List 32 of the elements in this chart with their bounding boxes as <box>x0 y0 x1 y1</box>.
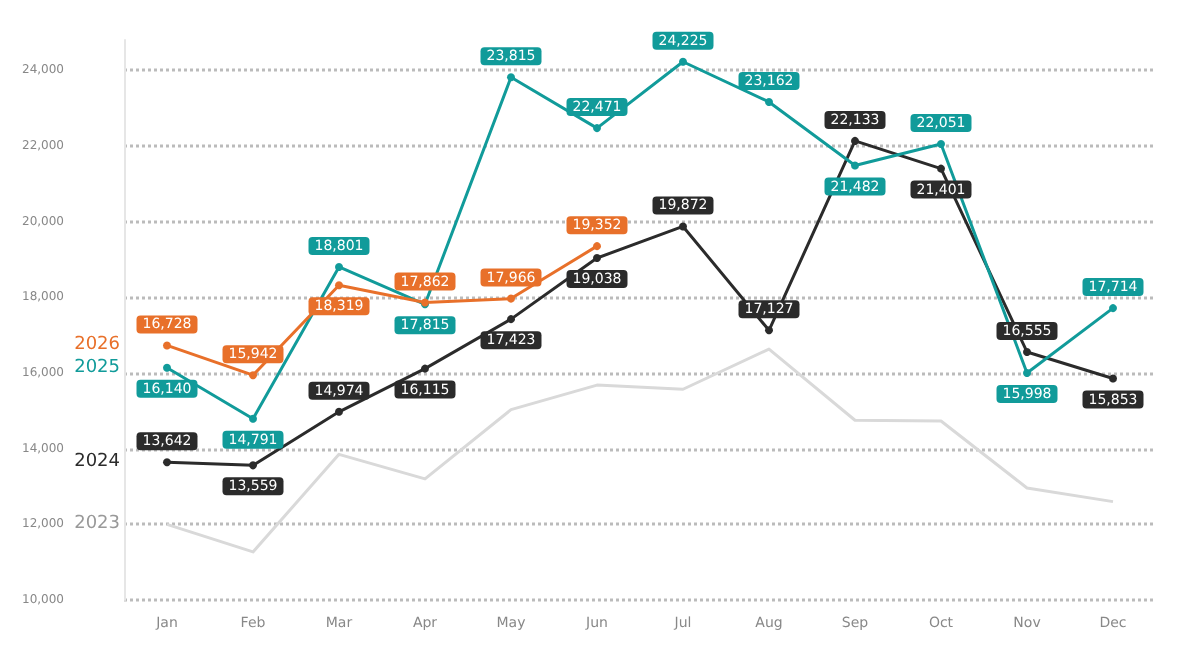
point <box>679 222 687 231</box>
point <box>1109 304 1117 313</box>
point <box>765 326 773 335</box>
point <box>593 254 601 263</box>
point <box>679 57 687 66</box>
point <box>163 458 171 467</box>
text: 2024 <box>74 452 121 473</box>
point <box>163 341 171 350</box>
point <box>1109 374 1117 383</box>
text: 2025 <box>74 357 120 378</box>
point <box>593 242 601 251</box>
point <box>163 363 171 372</box>
point <box>593 124 601 133</box>
point <box>335 407 343 416</box>
point <box>249 371 257 380</box>
point <box>507 73 515 82</box>
point <box>335 262 343 271</box>
point <box>851 161 859 170</box>
point <box>1023 369 1031 378</box>
point <box>507 315 515 324</box>
point <box>421 364 429 373</box>
text: 2023 <box>74 514 120 535</box>
point <box>937 140 945 149</box>
point <box>937 164 945 173</box>
point <box>851 136 859 145</box>
point <box>765 97 773 106</box>
point <box>507 294 515 303</box>
point <box>1023 347 1031 356</box>
point <box>335 281 343 290</box>
point <box>249 461 257 470</box>
text: 2026 <box>74 335 121 356</box>
point <box>249 414 257 423</box>
